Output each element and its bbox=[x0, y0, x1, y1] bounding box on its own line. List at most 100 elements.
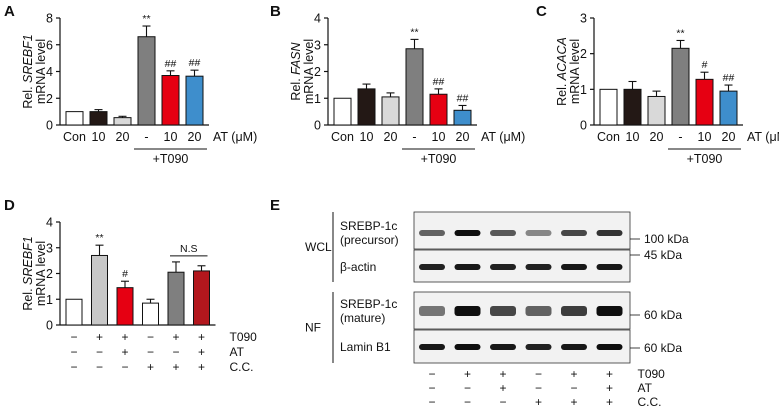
y-tick-label: 0 bbox=[46, 319, 53, 333]
bar bbox=[142, 302, 159, 326]
blot-band bbox=[490, 264, 516, 270]
treatment-sign: − bbox=[464, 381, 471, 395]
size-marker-label: 60 kDa bbox=[644, 341, 682, 355]
treatment-sign: − bbox=[121, 360, 128, 374]
treatment-name: T090 bbox=[230, 330, 258, 344]
y-tick-label: 2 bbox=[46, 92, 53, 106]
bar bbox=[65, 111, 84, 126]
treatment-sign: − bbox=[70, 360, 77, 374]
y-axis-label-line1: Rel. SREBF1 bbox=[21, 34, 35, 108]
y-axis-label-prefix: Rel. bbox=[289, 75, 303, 101]
blot-strip bbox=[413, 249, 631, 283]
x-tick-label: - bbox=[412, 130, 416, 144]
bar bbox=[647, 95, 666, 126]
treatment-sign: + bbox=[606, 367, 613, 381]
treatment-sign: + bbox=[198, 360, 205, 374]
treatment-name: C.C. bbox=[638, 395, 662, 409]
treatment-sign: + bbox=[121, 330, 128, 344]
blot-band bbox=[454, 306, 481, 316]
bar bbox=[333, 97, 352, 126]
treatment-sign: + bbox=[464, 367, 471, 381]
y-tick-label: 4 bbox=[46, 65, 53, 79]
x-tick-label: 20 bbox=[722, 130, 736, 144]
blot-band bbox=[596, 344, 623, 350]
blot-band bbox=[454, 344, 481, 350]
treatment-sign: + bbox=[172, 360, 179, 374]
x-tick-label: Con bbox=[331, 130, 354, 144]
bar bbox=[599, 88, 618, 126]
x-tick-label: - bbox=[678, 130, 682, 144]
blot-band bbox=[561, 344, 587, 350]
y-tick-label: 4 bbox=[46, 216, 53, 230]
treatment-sign: − bbox=[535, 367, 542, 381]
treatment-sign: + bbox=[198, 330, 205, 344]
bar bbox=[453, 109, 472, 126]
blot-band bbox=[454, 230, 481, 236]
bar bbox=[113, 117, 132, 126]
x-tick-label: 20 bbox=[384, 130, 398, 144]
x-tick-label: Con bbox=[63, 130, 86, 144]
blot-strip bbox=[413, 211, 631, 250]
treatment-name: AT bbox=[638, 381, 653, 395]
treatment-name: T090 bbox=[638, 367, 666, 381]
treatment-sign: − bbox=[428, 381, 435, 395]
significance-label: # bbox=[702, 59, 708, 71]
y-tick-label: 1 bbox=[580, 83, 587, 97]
treatment-sign: − bbox=[96, 345, 103, 359]
treatment-sign: − bbox=[147, 330, 154, 344]
group-label: +T090 bbox=[153, 152, 189, 166]
treatment-sign: + bbox=[147, 360, 154, 374]
y-axis-label-line2: mRNA level bbox=[34, 39, 48, 104]
blot-band bbox=[525, 264, 552, 270]
significance-label: ## bbox=[433, 76, 445, 88]
x-tick-label: 20 bbox=[188, 130, 202, 144]
bar bbox=[137, 36, 156, 126]
blot-band bbox=[419, 230, 445, 236]
x-tick-label: 10 bbox=[164, 130, 178, 144]
significance-label: ** bbox=[142, 13, 150, 25]
treatment-sign: + bbox=[535, 395, 542, 409]
significance-label: ** bbox=[410, 26, 418, 38]
bar bbox=[381, 96, 400, 126]
y-tick-label: 4 bbox=[314, 12, 321, 26]
blot-band bbox=[561, 264, 587, 270]
blot-band bbox=[419, 264, 445, 270]
y-tick-label: 1 bbox=[46, 293, 53, 307]
significance-label: ## bbox=[189, 57, 201, 69]
blot-band bbox=[490, 344, 516, 350]
y-tick-label: 6 bbox=[46, 38, 53, 52]
blot-band bbox=[596, 230, 623, 236]
bar bbox=[623, 88, 642, 126]
blot-band bbox=[596, 264, 623, 270]
blot-row-label: Lamin B1 bbox=[340, 340, 391, 354]
unit-label: AT (μM) bbox=[213, 130, 257, 144]
blot-strip bbox=[413, 329, 631, 364]
bar bbox=[695, 78, 714, 126]
treatment-name: C.C. bbox=[230, 360, 254, 374]
blot-band bbox=[525, 230, 552, 236]
unit-label: AT (μM) bbox=[747, 130, 779, 144]
bar bbox=[116, 287, 134, 326]
blot-strip bbox=[413, 291, 631, 330]
blot-row-label: (mature) bbox=[340, 311, 385, 325]
y-tick-label: 2 bbox=[46, 267, 53, 281]
blot-row-label: (precursor) bbox=[340, 233, 399, 247]
y-tick-label: 3 bbox=[46, 241, 53, 255]
y-axis-label-gene: ACACA bbox=[555, 37, 569, 81]
blot-band bbox=[454, 264, 481, 270]
x-tick-label: Con bbox=[597, 130, 620, 144]
significance-label: ** bbox=[95, 232, 103, 244]
y-tick-label: 0 bbox=[314, 119, 321, 133]
bar bbox=[671, 47, 690, 126]
blot-row-label: SREBP-1c bbox=[340, 219, 397, 233]
x-tick-label: 20 bbox=[116, 130, 130, 144]
blot-band bbox=[596, 306, 623, 316]
y-tick-label: 3 bbox=[314, 38, 321, 52]
x-tick-label: 10 bbox=[698, 130, 712, 144]
bar bbox=[429, 93, 448, 126]
y-axis-label-line1: Rel. FASN bbox=[289, 41, 303, 100]
treatment-sign: + bbox=[121, 345, 128, 359]
